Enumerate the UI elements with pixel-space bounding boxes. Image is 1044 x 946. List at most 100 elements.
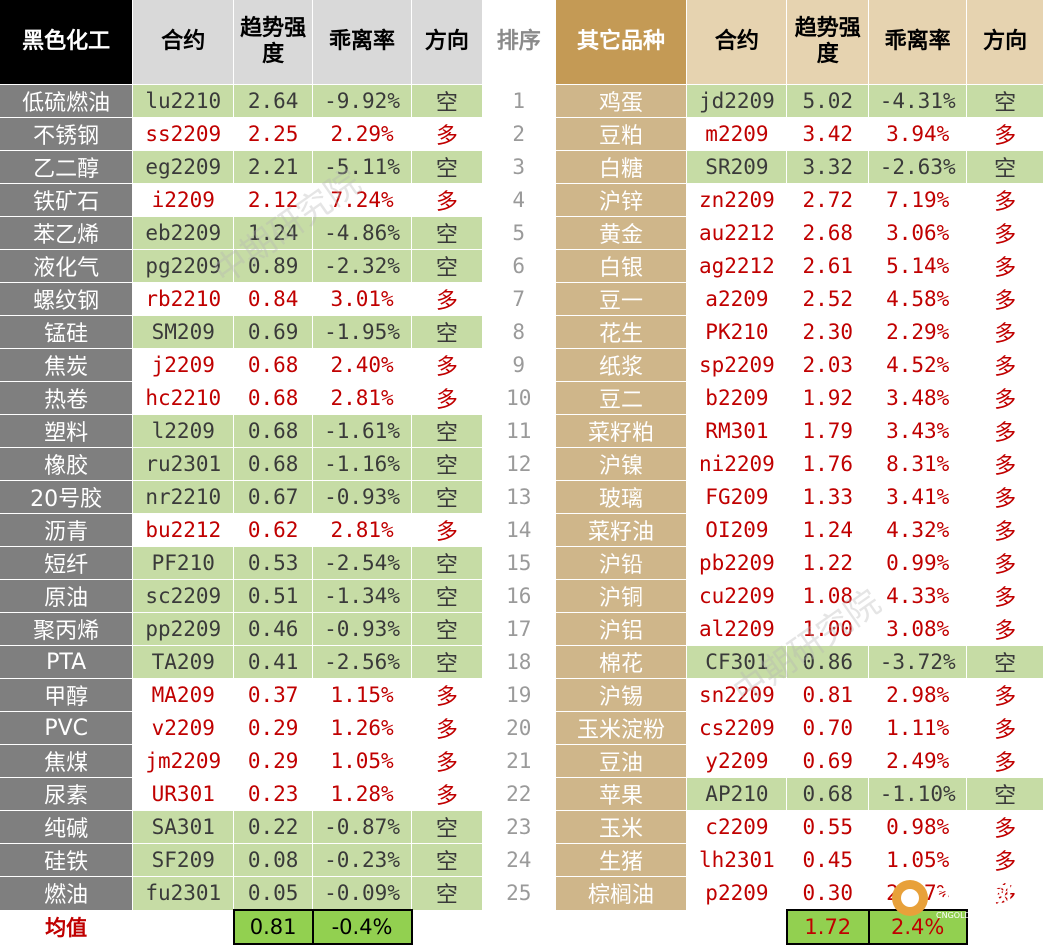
left-contract: j2209: [132, 348, 235, 382]
right-direction: 多: [966, 546, 1044, 580]
right-strength: 0.86: [786, 645, 870, 679]
right-direction: 多: [966, 117, 1044, 151]
left-direction: 空: [411, 546, 483, 580]
left-contract: hc2210: [132, 381, 235, 415]
left-category-name: 液化气: [0, 249, 134, 283]
logo-sub: 新媒体: [984, 922, 1014, 935]
left-category-name: 塑料: [0, 414, 134, 448]
rank-number: 19: [482, 678, 556, 712]
right-category-name: 玉米淀粉: [555, 711, 688, 745]
left-direction: 空: [411, 315, 483, 349]
left-strength: 2.64: [233, 84, 314, 118]
left-category-name: 原油: [0, 579, 134, 613]
right-deviation: -2.63%: [868, 150, 968, 184]
left-strength: 0.89: [233, 249, 314, 283]
right-deviation: 3.06%: [868, 216, 968, 250]
rank-number: 25: [482, 876, 556, 911]
right-category-name: 豆油: [555, 744, 688, 778]
left-category-name: 苯乙烯: [0, 216, 134, 250]
left-deviation: -2.54%: [312, 546, 412, 580]
right-strength: 0.68: [786, 777, 870, 811]
right-direction: 多: [966, 843, 1044, 877]
rank-number: 3: [482, 150, 556, 184]
left-contract: bu2212: [132, 513, 235, 547]
left-deviation: -0.93%: [312, 612, 412, 646]
rank-number: 18: [482, 645, 556, 679]
right-direction: 多: [966, 744, 1044, 778]
right-contract: cs2209: [686, 711, 788, 745]
left-direction: 多: [411, 117, 483, 151]
left-direction: 多: [411, 183, 483, 217]
table-row: 液化气 pg2209 0.89 -2.32% 空 6 白银 ag2212 2.61 5.14% 多: [0, 249, 1044, 283]
right-direction: 多: [966, 315, 1044, 349]
average-blank: [482, 910, 556, 945]
left-deviation: 2.81%: [312, 381, 412, 415]
right-deviation: 1.05%: [868, 843, 968, 877]
left-direction: 空: [411, 810, 483, 844]
right-direction: 多: [966, 216, 1044, 250]
rank-number: 21: [482, 744, 556, 778]
left-strength: 0.69: [233, 315, 314, 349]
right-category-name: 豆粕: [555, 117, 688, 151]
right-deviation: -3.72%: [868, 645, 968, 679]
left-strength: 0.05: [233, 876, 314, 911]
right-contract: y2209: [686, 744, 788, 778]
right-category-name: 沪锡: [555, 678, 688, 712]
right-contract: lh2301: [686, 843, 788, 877]
right-contract: au2212: [686, 216, 788, 250]
header-direction-right: 方向: [966, 0, 1044, 85]
left-contract: pg2209: [132, 249, 235, 283]
table-row: 原油 sc2209 0.51 -1.34% 空 16 沪铜 cu2209 1.08 4.33% 多: [0, 579, 1044, 613]
left-contract: rb2210: [132, 282, 235, 316]
table-row: PTA TA209 0.41 -2.56% 空 18 棉花 CF301 0.86 -3.72% 空: [0, 645, 1044, 679]
left-category-name: 20号胶: [0, 480, 134, 514]
right-direction: 多: [966, 249, 1044, 283]
rank-number: 10: [482, 381, 556, 415]
right-deviation: 8.31%: [868, 447, 968, 481]
right-contract: m2209: [686, 117, 788, 151]
right-strength: 0.55: [786, 810, 870, 844]
left-deviation: -2.56%: [312, 645, 412, 679]
left-direction: 空: [411, 876, 483, 911]
left-deviation: 2.29%: [312, 117, 412, 151]
right-strength: 1.92: [786, 381, 870, 415]
left-direction: 空: [411, 843, 483, 877]
right-category-name: 沪锌: [555, 183, 688, 217]
left-contract: l2209: [132, 414, 235, 448]
left-deviation: -1.95%: [312, 315, 412, 349]
left-contract: sc2209: [132, 579, 235, 613]
left-strength: 0.23: [233, 777, 314, 811]
left-category-name: 焦炭: [0, 348, 134, 382]
rank-number: 11: [482, 414, 556, 448]
header-deviation: 乖离率: [312, 0, 412, 85]
left-deviation: -0.09%: [312, 876, 412, 911]
left-deviation: -1.34%: [312, 579, 412, 613]
left-direction: 空: [411, 447, 483, 481]
right-strength: 1.79: [786, 414, 870, 448]
right-deviation: 0.99%: [868, 546, 968, 580]
left-deviation: 2.81%: [312, 513, 412, 547]
right-direction: 空: [966, 645, 1044, 679]
right-direction: 多: [966, 348, 1044, 382]
right-direction: 空: [966, 777, 1044, 811]
header-deviation-right: 乖离率: [868, 0, 968, 85]
left-contract: eb2209: [132, 216, 235, 250]
right-category-name: 生猪: [555, 843, 688, 877]
right-strength: 3.42: [786, 117, 870, 151]
rank-number: 13: [482, 480, 556, 514]
right-strength: 0.45: [786, 843, 870, 877]
left-strength: 0.67: [233, 480, 314, 514]
table-row: 低硫燃油 lu2210 2.64 -9.92% 空 1 鸡蛋 jd2209 5.02 -4.31%…: [0, 84, 1044, 118]
table-row: 苯乙烯 eb2209 1.24 -4.86% 空 5 黄金 au2212 2.68 3.06% 多: [0, 216, 1044, 250]
left-strength: 0.29: [233, 744, 314, 778]
right-strength: 2.61: [786, 249, 870, 283]
left-strength: 0.68: [233, 381, 314, 415]
left-direction: 空: [411, 216, 483, 250]
right-deviation: 4.32%: [868, 513, 968, 547]
right-category-name: 沪铅: [555, 546, 688, 580]
right-deviation: -4.31%: [868, 84, 968, 118]
left-deviation: 1.28%: [312, 777, 412, 811]
rank-number: 14: [482, 513, 556, 547]
table-row: PVC v2209 0.29 1.26% 多 20 玉米淀粉 cs2209 0.70 1.11% 多: [0, 711, 1044, 745]
